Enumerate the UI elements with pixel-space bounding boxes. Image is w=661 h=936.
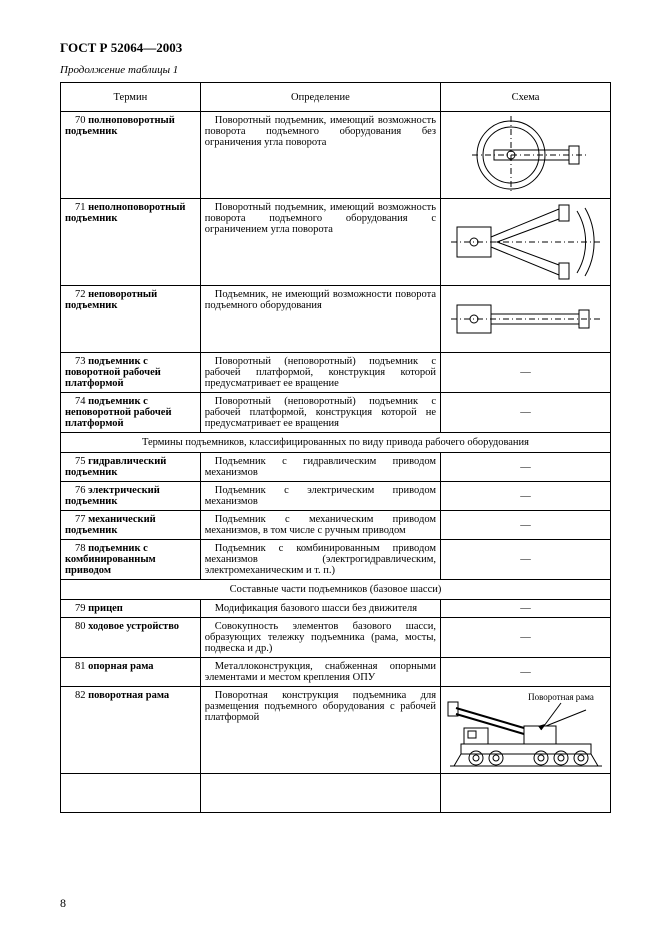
table-row: 78 подъемник с комбинированным приводомП… — [61, 540, 611, 580]
def-cell: Подъемник с комбинированным приводом мех… — [200, 540, 440, 580]
truck-icon: Поворотная рама — [446, 690, 606, 770]
def-cell: Совокупность элементов базового шасси, о… — [200, 618, 440, 658]
scheme-dash: — — [441, 453, 611, 482]
terms-table: Термин Определение Схема 70 полноповорот… — [60, 82, 611, 813]
def-cell: Модификация базового шасси без движителя — [200, 600, 440, 618]
def-cell: Поворотный (неповоротный) подъемник с ра… — [200, 353, 440, 393]
term-cell: 78 подъемник с комбинированным приводом — [61, 540, 201, 580]
col-term: Термин — [61, 83, 201, 112]
scheme-dash: — — [441, 482, 611, 511]
table-caption: Продолжение таблицы 1 — [60, 64, 611, 76]
scheme-cell: Поворотная рама — [441, 687, 611, 774]
scheme-dash: — — [441, 658, 611, 687]
table-row: 79 прицепМодификация базового шасси без … — [61, 600, 611, 618]
scheme-dash: — — [441, 618, 611, 658]
table-row: 74 подъемник с неповоротной рабочей плат… — [61, 393, 611, 433]
table-row: 80 ходовое устройствоСовокупность элемен… — [61, 618, 611, 658]
scheme-cell — [441, 199, 611, 286]
def-cell: Металлоконструкция, снабженная опорными … — [200, 658, 440, 687]
table-row — [61, 774, 611, 813]
table-row: 82 поворотная рамаПоворотная конструкция… — [61, 687, 611, 774]
table-row: 76 электрический подъемникПодъемник с эл… — [61, 482, 611, 511]
scheme-dash: — — [441, 353, 611, 393]
def-cell: Поворотный подъемник, имеющий возможност… — [200, 112, 440, 199]
term-cell: 80 ходовое устройство — [61, 618, 201, 658]
term-cell: 73 подъемник с поворотной рабочей платфо… — [61, 353, 201, 393]
doc-title: ГОСТ Р 52064—2003 — [60, 40, 611, 56]
scheme-dash: — — [441, 540, 611, 580]
scheme-dash: — — [441, 511, 611, 540]
term-cell: 75 гидравлический подъемник — [61, 453, 201, 482]
section-row: Составные части подъемников (базовое шас… — [61, 580, 611, 600]
def-cell: Поворотная конструкция подъемника для ра… — [200, 687, 440, 774]
part-rotate-icon — [451, 203, 601, 281]
section-row: Термины подъемников, классифицированных … — [61, 433, 611, 453]
table-row: 81 опорная рамаМеталлоконструкция, снабж… — [61, 658, 611, 687]
col-def: Определение — [200, 83, 440, 112]
term-cell: 79 прицеп — [61, 600, 201, 618]
scheme-dash: — — [441, 600, 611, 618]
table-row: 71 неполноповоротный подъемникПоворотный… — [61, 199, 611, 286]
scheme-cell — [441, 112, 611, 199]
term-cell: 82 поворотная рама — [61, 687, 201, 774]
table-row: 77 механический подъемникПодъемник с мех… — [61, 511, 611, 540]
term-cell: 71 неполноповоротный подъемник — [61, 199, 201, 286]
term-cell: 81 опорная рама — [61, 658, 201, 687]
def-cell: Подъемник, не имеющий возможности поворо… — [200, 286, 440, 353]
term-cell: 70 полноповоротный подъемник — [61, 112, 201, 199]
scheme-cell — [441, 286, 611, 353]
table-row: 72 неповоротный подъемникПодъемник, не и… — [61, 286, 611, 353]
col-scheme: Схема — [441, 83, 611, 112]
no-rotate-icon — [451, 301, 601, 337]
term-cell: 77 механический подъемник — [61, 511, 201, 540]
term-cell: 72 неповоротный подъемник — [61, 286, 201, 353]
table-row: 75 гидравлический подъемникПодъемник с г… — [61, 453, 611, 482]
def-cell: Поворотный (неповоротный) подъемник с ра… — [200, 393, 440, 433]
scheme-dash: — — [441, 393, 611, 433]
term-cell: 74 подъемник с неповоротной рабочей плат… — [61, 393, 201, 433]
table-row: 70 полноповоротный подъемникПоворотный п… — [61, 112, 611, 199]
table-row: 73 подъемник с поворотной рабочей платфо… — [61, 353, 611, 393]
def-cell: Подъемник с гидравлическим приводом меха… — [200, 453, 440, 482]
def-cell: Подъемник с электрическим приводом механ… — [200, 482, 440, 511]
page-number: 8 — [60, 896, 66, 911]
def-cell: Поворотный подъемник, имеющий возможност… — [200, 199, 440, 286]
full-rotate-icon — [456, 116, 596, 194]
def-cell: Подъемник с механическим приводом механи… — [200, 511, 440, 540]
term-cell: 76 электрический подъемник — [61, 482, 201, 511]
svg-text:Поворотная рама: Поворотная рама — [528, 692, 594, 702]
